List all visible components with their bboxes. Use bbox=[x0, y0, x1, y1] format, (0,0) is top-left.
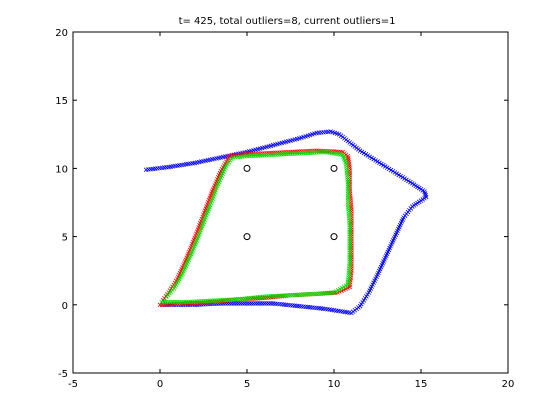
data-marks bbox=[143, 129, 429, 316]
y-tick-label: 5 bbox=[62, 233, 68, 244]
y-tick-label: 20 bbox=[55, 28, 68, 39]
y-tick-label: -5 bbox=[58, 369, 68, 380]
data-point bbox=[243, 164, 251, 172]
axis-ticks: -5 0 5 10 15 20 -5 0 5 10 15 20 bbox=[55, 28, 514, 390]
data-point bbox=[330, 164, 338, 172]
data-point bbox=[164, 294, 169, 299]
x-tick-label: -5 bbox=[68, 379, 78, 390]
x-tick-label: 10 bbox=[328, 379, 341, 390]
x-tick-label: 15 bbox=[415, 379, 428, 390]
plot-area bbox=[72, 31, 509, 374]
data-point bbox=[330, 233, 338, 241]
x-tick-label: 0 bbox=[157, 379, 163, 390]
y-tick-label: 0 bbox=[62, 301, 68, 312]
series-2 bbox=[159, 149, 352, 305]
y-tick-label: 10 bbox=[55, 164, 68, 175]
x-tick-label: 5 bbox=[244, 379, 250, 390]
chart-title: t= 425, total outliers=8, current outlie… bbox=[179, 16, 396, 27]
x-tick-label: 20 bbox=[502, 379, 515, 390]
data-point bbox=[243, 233, 251, 241]
y-tick-label: 15 bbox=[55, 96, 68, 107]
series-3 bbox=[243, 164, 338, 241]
